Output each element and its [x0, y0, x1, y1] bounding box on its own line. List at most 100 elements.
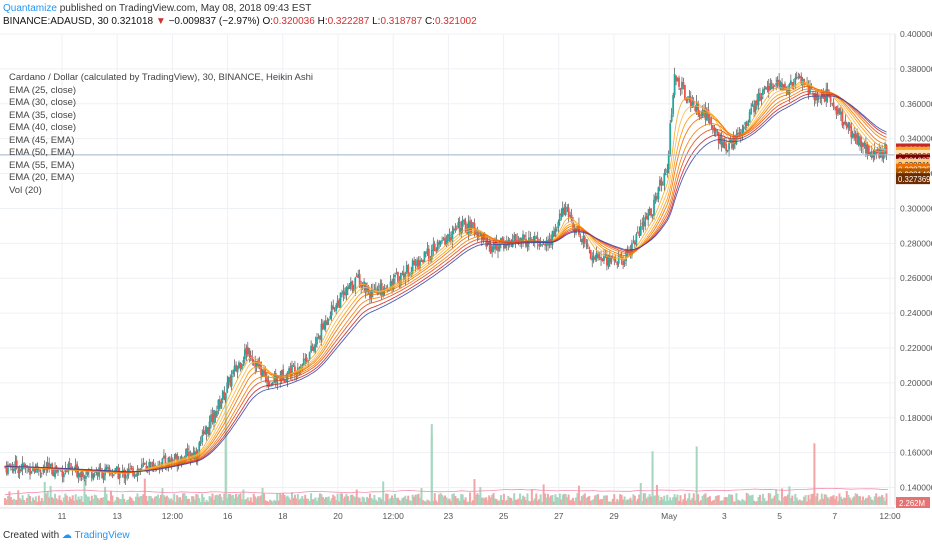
tradingview-link[interactable]: TradingView [74, 530, 130, 541]
volume-bar [40, 498, 43, 505]
volume-bar [547, 493, 550, 505]
candle-body [341, 293, 343, 294]
volume-bar [713, 499, 716, 505]
legend-item[interactable]: EMA (55, EMA) [9, 159, 75, 171]
legend-item[interactable]: EMA (50, EMA) [9, 147, 75, 158]
legend-item[interactable]: EMA (45, EMA) [9, 134, 75, 146]
volume-bar [857, 496, 860, 505]
candle-body [142, 462, 145, 465]
candle-body [669, 123, 672, 155]
volume-bar [700, 500, 703, 505]
candle-body [498, 244, 501, 252]
volume-bar [52, 498, 55, 505]
candle-body [332, 306, 335, 310]
volume-bar [795, 497, 798, 505]
author-link[interactable]: Quantamize [3, 3, 57, 14]
legend-item[interactable]: EMA (20, EMA) [9, 172, 75, 183]
time-tick-label: 12:00 [162, 511, 184, 521]
volume-bar [563, 493, 566, 505]
candle-body [477, 235, 480, 237]
volume-bar [93, 494, 96, 505]
volume-bar [335, 499, 338, 505]
volume-bar [773, 495, 776, 505]
volume-bar [744, 501, 747, 505]
volume-bar [302, 498, 305, 505]
candle-body [504, 242, 507, 249]
candle-body [264, 371, 267, 376]
volume-bar [43, 481, 46, 505]
candle-body [292, 365, 295, 367]
volume-bar [785, 496, 788, 505]
volume-bar [474, 494, 477, 505]
volume-bar [685, 500, 688, 505]
volume-bar [237, 494, 240, 505]
candle-body [772, 86, 775, 89]
candle-body [455, 228, 458, 230]
volume-bar [343, 496, 346, 505]
legend-item[interactable]: EMA (35, close) [9, 109, 77, 121]
volume-bar [642, 493, 645, 505]
candle-body [647, 213, 650, 220]
volume-bar [816, 493, 819, 505]
volume-bar [576, 493, 579, 505]
legend-item[interactable]: EMA (40, close) [9, 122, 77, 133]
candle-body [126, 474, 129, 476]
volume-bar [140, 496, 143, 505]
candle-body [867, 145, 870, 156]
candle-body [86, 470, 89, 475]
candle-body [326, 321, 329, 325]
volume-bar [339, 493, 342, 505]
volume-bar [4, 498, 6, 505]
volume-bar [313, 498, 316, 505]
chart-area[interactable]: 0.4000000.3800000.3600000.3400000.320000… [0, 30, 932, 522]
candle-body [608, 254, 611, 264]
price-chart[interactable]: 0.4000000.3800000.3600000.3400000.320000… [0, 30, 932, 522]
candle-body [720, 136, 723, 147]
volume-bar [71, 495, 74, 505]
candle-body [851, 133, 854, 138]
volume-bar [315, 500, 318, 505]
candle-body [603, 256, 605, 261]
volume-bar [566, 497, 569, 505]
volume-bar [580, 496, 583, 505]
candle-body [397, 271, 399, 283]
volume-bar [5, 499, 8, 505]
volume-bar [416, 494, 419, 505]
volume-label-text: 2.262M [899, 499, 925, 508]
volume-bar [67, 500, 70, 505]
volume-bar [463, 499, 466, 505]
volume-bar [214, 495, 217, 505]
candle-body [757, 93, 760, 106]
candle-body [555, 229, 558, 231]
candle-body [488, 240, 491, 245]
volume-bar [123, 498, 126, 505]
volume-bar [398, 499, 401, 505]
candle-body [817, 98, 820, 99]
volume-bar [632, 494, 635, 505]
volume-bar [510, 498, 513, 505]
volume-bar [482, 497, 485, 505]
volume-bar [524, 500, 527, 505]
time-tick-label: 7 [832, 511, 837, 521]
candle-body [483, 233, 486, 239]
candle-body [314, 343, 317, 348]
volume-bar [307, 498, 310, 505]
candle-body [497, 247, 499, 252]
candle-body [789, 80, 792, 84]
candle-body [560, 213, 563, 216]
candle-body [847, 122, 850, 128]
legend-item[interactable]: Vol (20) [9, 184, 42, 196]
volume-bar [248, 500, 251, 505]
candle-body [450, 237, 452, 242]
volume-bar [575, 497, 578, 505]
candle-body [651, 214, 654, 217]
volume-bar [860, 500, 863, 505]
volume-bar [836, 501, 839, 505]
volume-bar [561, 494, 564, 505]
volume-bar [48, 497, 51, 505]
legend-item[interactable]: EMA (25, close) [9, 84, 77, 96]
candle-body [797, 76, 800, 79]
legend-item[interactable]: EMA (30, close) [9, 97, 77, 108]
candle-body [682, 81, 685, 87]
volume-bar [346, 496, 349, 505]
